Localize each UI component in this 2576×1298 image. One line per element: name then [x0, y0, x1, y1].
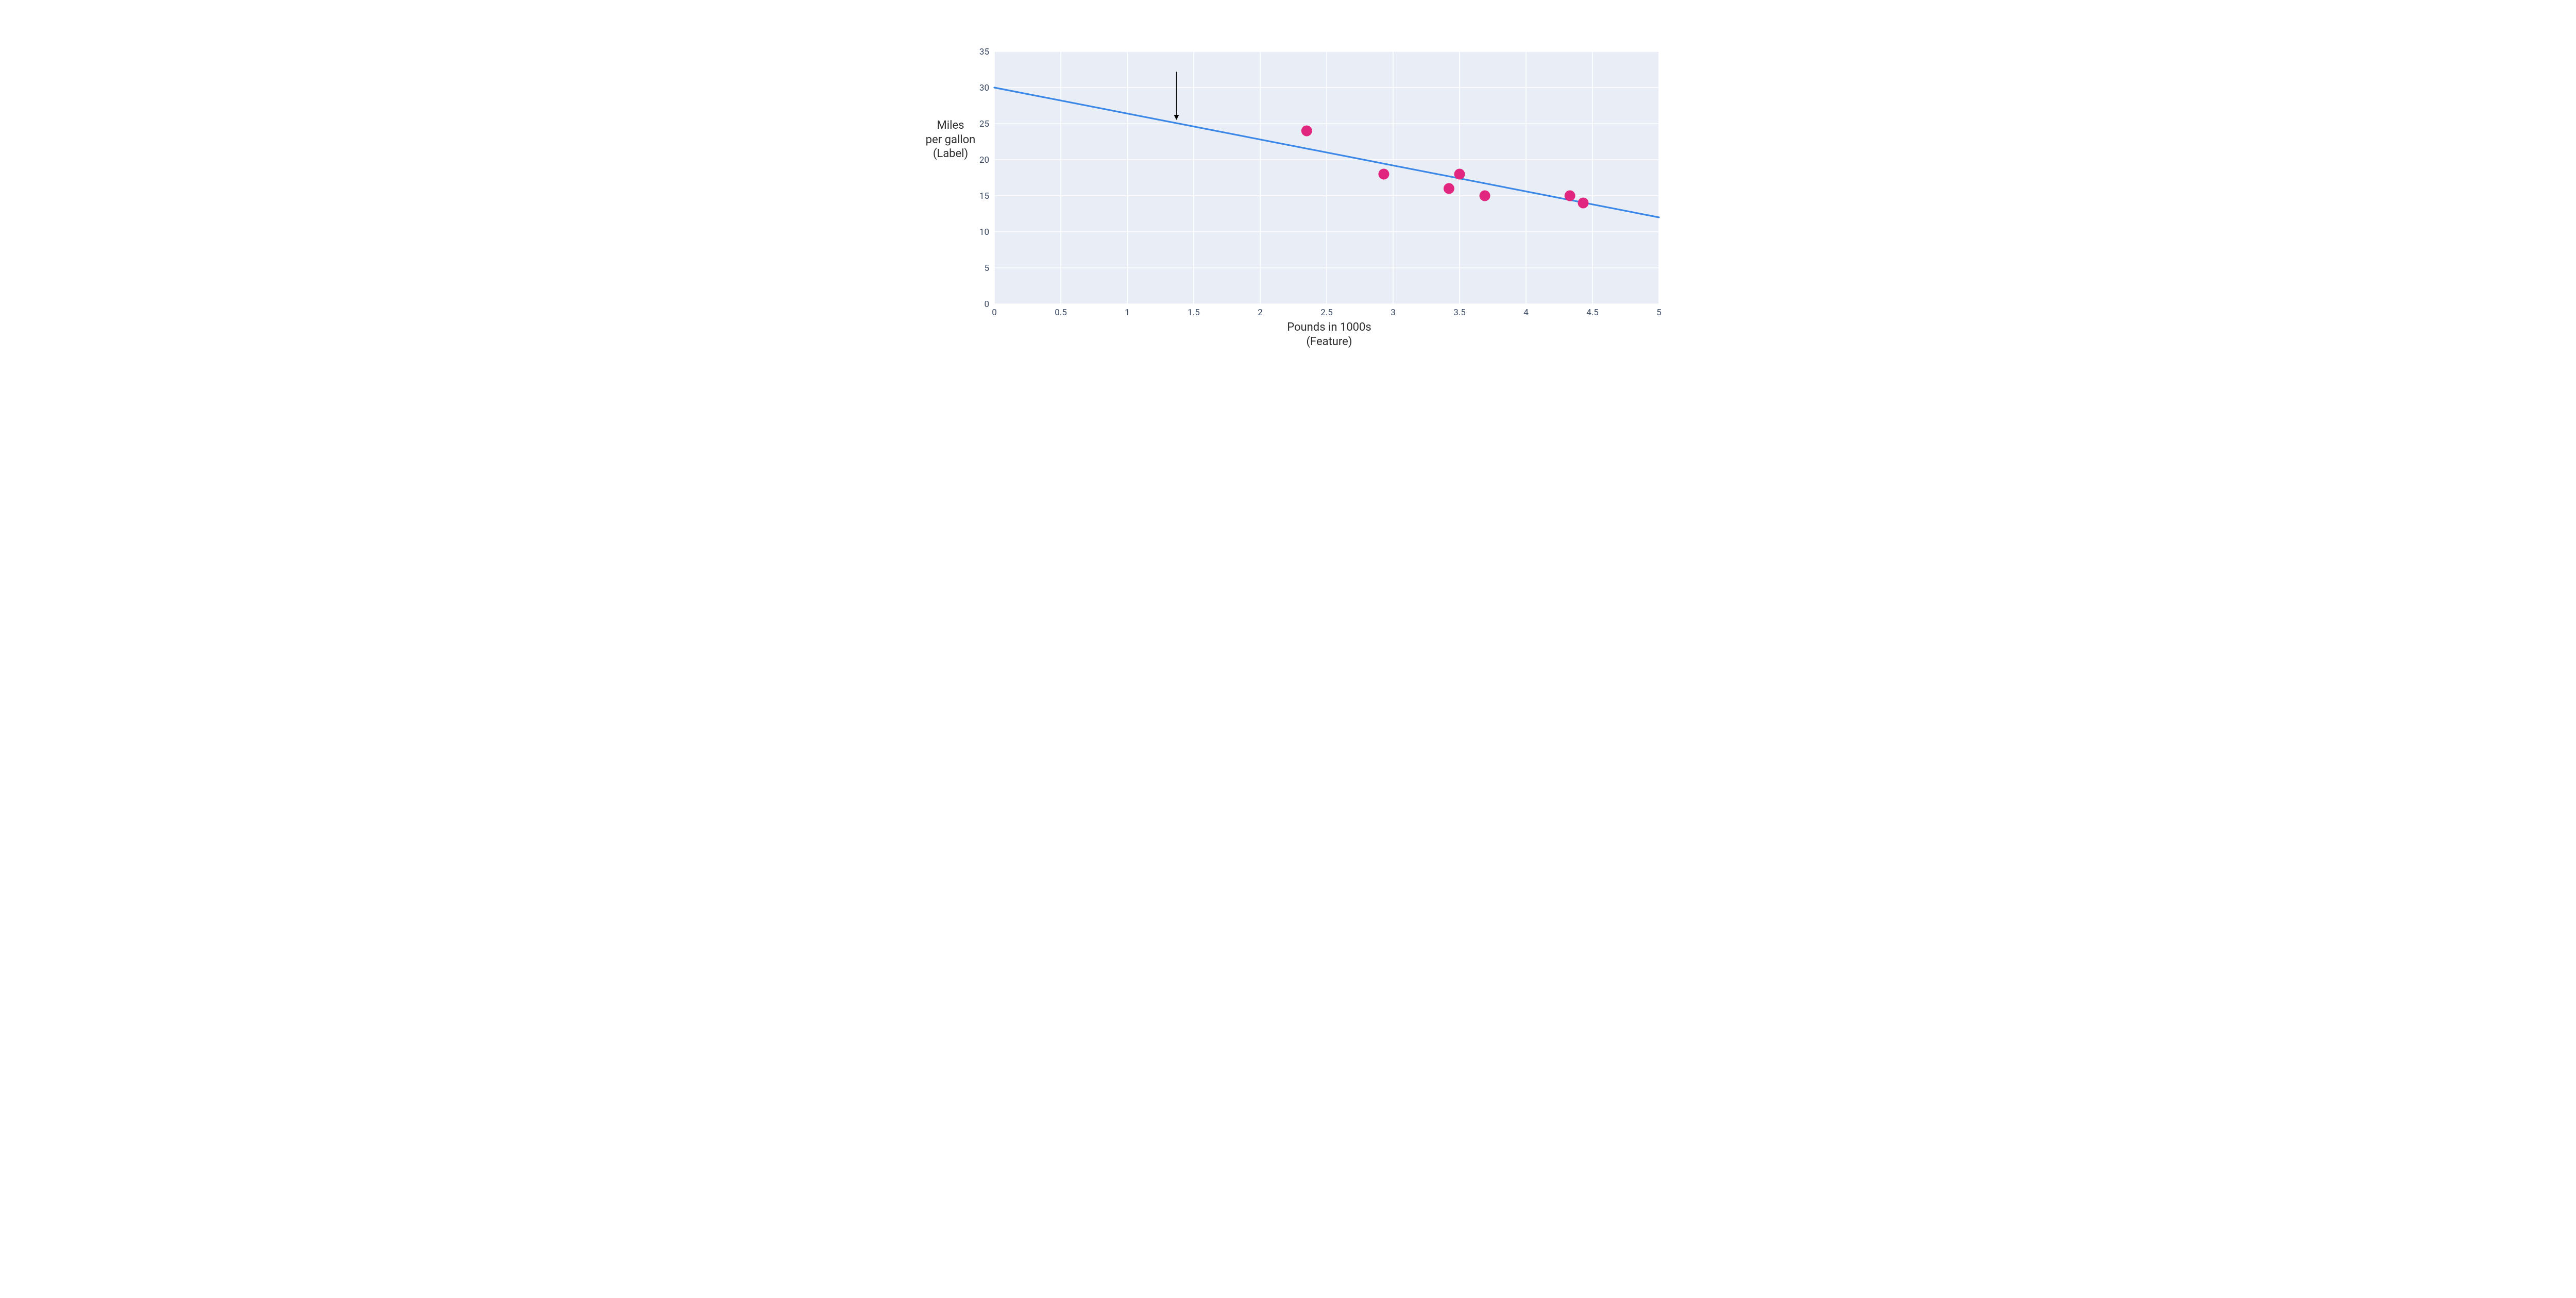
data-point: [1578, 198, 1588, 209]
x-tick-label: 3: [1391, 308, 1396, 318]
data-point: [1301, 126, 1312, 136]
y-tick-label: 35: [979, 47, 989, 57]
x-tick-label: 4: [1523, 308, 1529, 318]
y-tick-label: 20: [979, 155, 989, 165]
x-tick-label: 5: [1656, 308, 1662, 318]
x-tick-label: 4.5: [1586, 308, 1599, 318]
chart: 0 0.5 1 1.5 2 2.5 3 3.5 4 4.5 5 0 5 10 15 20 25 30 35: [889, 0, 1687, 381]
y-tick-label: 30: [979, 83, 989, 93]
y-tick-label: 10: [979, 227, 989, 237]
data-point: [1454, 169, 1465, 180]
x-tick-label: 3.5: [1453, 308, 1466, 318]
y-tick-label: 0: [984, 299, 989, 310]
data-point: [1444, 183, 1454, 194]
data-point: [1480, 191, 1490, 201]
x-tick-label: 1: [1125, 308, 1130, 318]
y-tick-label: 25: [979, 119, 989, 129]
y-tick-label: 15: [979, 191, 989, 201]
x-tick-label: 0.5: [1055, 308, 1067, 318]
data-point: [1378, 169, 1389, 180]
x-tick-label: 1.5: [1188, 308, 1200, 318]
x-tick-label: 2.5: [1320, 308, 1333, 318]
x-tick-label: 0: [992, 308, 997, 318]
y-tick-label: 5: [984, 263, 989, 274]
page: Miles per gallon (Label) Pounds in 1000s…: [889, 0, 1687, 381]
data-point: [1565, 191, 1575, 201]
x-tick-label: 2: [1258, 308, 1263, 318]
chart-svg: 0 0.5 1 1.5 2 2.5 3 3.5 4 4.5 5 0 5 10 15 20 25 30 35: [889, 0, 1687, 381]
